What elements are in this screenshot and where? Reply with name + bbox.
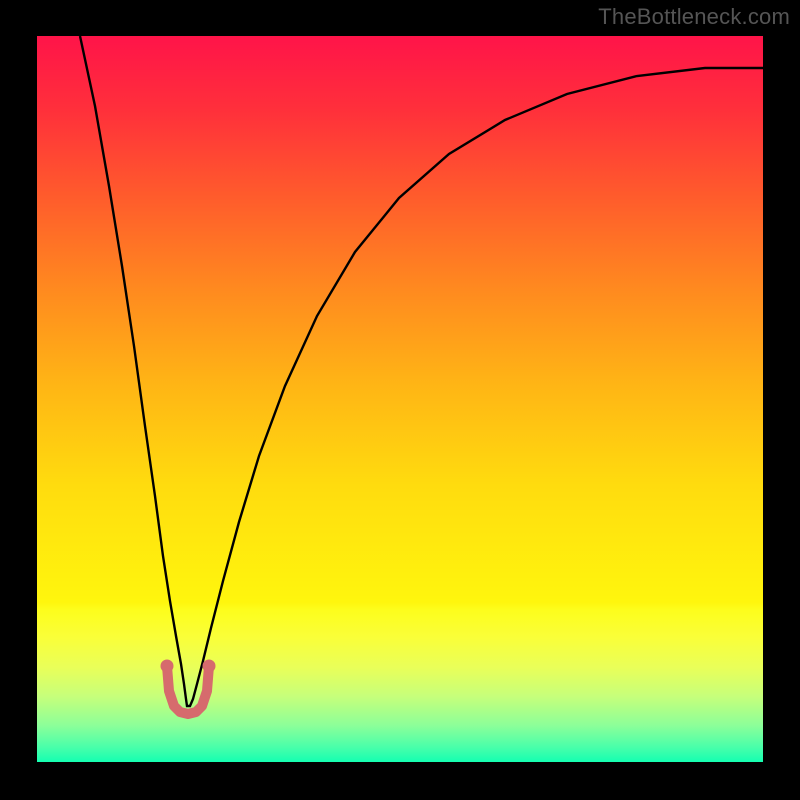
v-curve-chart [37,36,763,762]
chart-panel [37,36,763,762]
watermark-label: TheBottleneck.com [598,4,790,30]
gradient-background [37,36,763,762]
outer-frame: TheBottleneck.com [0,0,800,800]
